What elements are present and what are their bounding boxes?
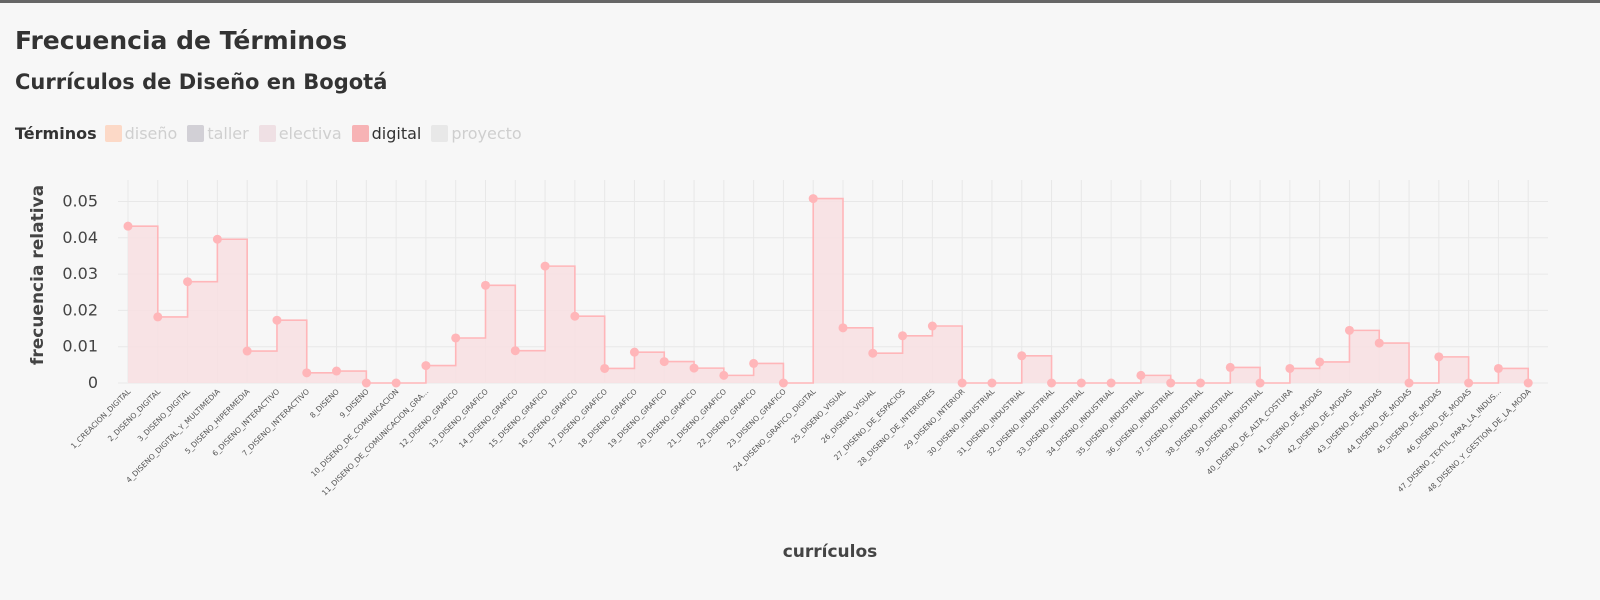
data-point (629, 347, 639, 357)
chart-subtitle: Currículos de Diseño en Bogotá (15, 70, 388, 94)
data-point (1106, 378, 1116, 388)
legend-label: digital (371, 123, 422, 143)
data-point (421, 361, 431, 371)
legend-item-electiva[interactable]: electiva (258, 123, 342, 143)
legend-swatch (187, 124, 205, 142)
data-point (1225, 362, 1235, 372)
x-tick-label: 22_DISENO_GRAFICO (695, 387, 758, 450)
legend-item-diseno[interactable]: diseño (104, 123, 178, 143)
data-point (212, 234, 222, 244)
data-point (659, 357, 669, 367)
x-tick-label: 3_DISENO_DIGITAL (136, 386, 193, 443)
data-point (242, 346, 252, 356)
y-tick-label: 0.02 (62, 300, 98, 319)
legend-item-proyecto[interactable]: proyecto (431, 123, 522, 143)
data-point (1166, 378, 1176, 388)
x-tick-label: 13_DISENO_GRAFICO (427, 387, 490, 450)
data-point (957, 378, 967, 388)
x-tick-label: 8_DISENO (308, 387, 341, 420)
series-area-digital (128, 198, 1529, 383)
data-point (808, 194, 818, 204)
data-point (1464, 378, 1474, 388)
data-point (540, 261, 550, 271)
legend-swatch (258, 124, 276, 142)
data-point (689, 363, 699, 373)
data-point (1017, 351, 1027, 361)
data-point (153, 312, 163, 322)
y-tick-label: 0.01 (62, 337, 98, 356)
x-tick-label: 11_DISENO_DE_COMUNICACION_GRA... (320, 387, 430, 497)
data-point (361, 378, 371, 388)
data-point (1285, 363, 1295, 373)
chart-title: Frecuencia de Términos (15, 26, 348, 55)
data-point (1315, 357, 1325, 367)
legend-swatch (351, 124, 369, 142)
data-point (927, 321, 937, 331)
data-point (838, 323, 848, 333)
data-point (570, 311, 580, 321)
legend-swatch (104, 124, 122, 142)
data-point (778, 378, 788, 388)
data-point (391, 378, 401, 388)
data-point (1076, 378, 1086, 388)
data-point (987, 378, 997, 388)
y-tick-label: 0.05 (62, 192, 98, 211)
data-point (510, 346, 520, 356)
legend-label: taller (207, 123, 249, 143)
x-tick-label: 19_DISENO_GRAFICO (606, 387, 669, 450)
x-tick-label: 25_DISENO_VISUAL (789, 386, 848, 445)
x-tick-label: 18_DISENO_GRAFICO (576, 387, 639, 450)
data-point (868, 348, 878, 358)
legend: Términos diseño taller electiva digital … (15, 122, 532, 144)
legend-swatch (431, 124, 449, 142)
y-tick-label: 0 (88, 373, 98, 392)
data-point (719, 370, 729, 380)
x-tick-label: 16_DISENO_GRAFICO (517, 387, 580, 450)
y-tick-label: 0.04 (62, 228, 98, 247)
data-point (749, 358, 759, 368)
y-tick-label: 0.03 (62, 264, 98, 283)
legend-label: electiva (278, 123, 342, 143)
x-tick-label: 14_DISENO_GRAFICO (457, 387, 520, 450)
data-point (1255, 378, 1265, 388)
x-tick-label: 21_DISENO_GRAFICO (666, 387, 729, 450)
x-tick-label: 26_DISENO_VISUAL (819, 386, 878, 445)
x-axis-title: currículos (783, 542, 878, 562)
x-tick-label: 15_DISENO_GRAFICO (487, 387, 550, 450)
y-axis-title: frecuencia relativa (28, 185, 48, 365)
data-point (898, 331, 908, 341)
legend-item-taller[interactable]: taller (187, 123, 249, 143)
x-tick-label: 23_DISENO_GRAFICO (725, 387, 788, 450)
data-point (183, 277, 193, 287)
data-point (1493, 363, 1503, 373)
legend-label: proyecto (451, 123, 522, 143)
series-line-digital (128, 197, 1530, 384)
data-point (1374, 338, 1384, 348)
legend-item-digital[interactable]: digital (351, 123, 422, 143)
data-point (332, 366, 342, 376)
data-point (302, 368, 312, 378)
data-point (1404, 378, 1414, 388)
data-point (272, 315, 282, 325)
data-point (1196, 378, 1205, 388)
legend-title: Términos (15, 123, 97, 143)
data-point (1047, 378, 1057, 388)
x-tick-label: 48_DISENO_Y_GESTION_DE_LA_MODA (1426, 386, 1534, 494)
x-tick-label: 17_DISENO_GRAFICO (546, 387, 609, 450)
legend-label: diseño (124, 123, 178, 143)
top-border (0, 0, 1600, 3)
data-point (1344, 325, 1354, 335)
x-tick-label: 12_DISENO_GRAFICO (397, 387, 460, 450)
x-tick-label: 20_DISENO_GRAFICO (636, 387, 699, 450)
data-point (600, 363, 610, 373)
data-point (481, 280, 490, 290)
data-point (1523, 378, 1533, 388)
data-point (1136, 370, 1146, 380)
x-tick-label: 2_DISENO_DIGITAL (106, 386, 163, 443)
data-point (123, 221, 133, 231)
data-point (451, 333, 461, 343)
data-point (1434, 352, 1444, 362)
